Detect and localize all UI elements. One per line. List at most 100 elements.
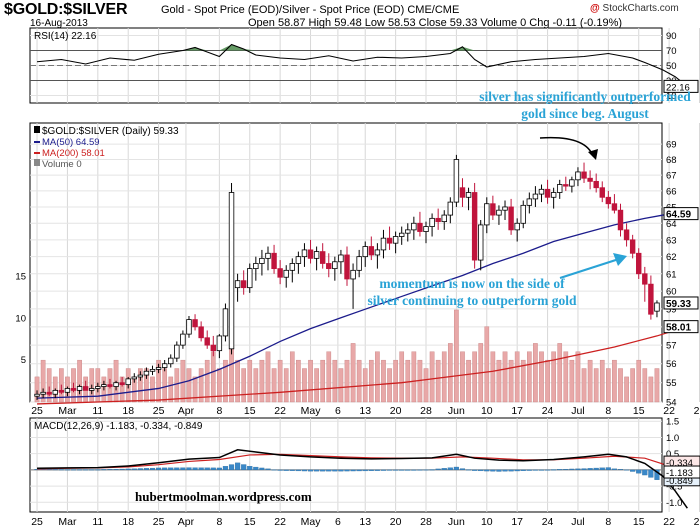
candle-body [532,193,539,200]
candle-body [599,187,605,198]
volume-bar [447,343,453,403]
price-tick-label: 56 [666,359,677,370]
macd-histogram-bar [593,467,599,471]
macd-histogram-bar [508,469,514,472]
candle-body [143,370,150,376]
rsi-value-box [663,79,699,93]
volume-bar [296,359,301,403]
volume-bar [314,368,319,403]
macd-histogram-bar [338,469,344,472]
macd-histogram-bar [654,469,660,480]
volume-bar [636,359,642,403]
rsi-tick-label: 10 [666,91,677,102]
candle-body [356,256,362,271]
macd-histogram-bar [119,468,125,471]
candle-body [174,344,180,359]
candle-body [161,363,168,368]
candle-body [210,344,217,352]
macd-legend: MACD(12,26,9) -1.183, -0.334, -0.849 [34,421,203,432]
volume-bar [642,368,648,403]
candle-body [95,386,101,389]
volume-bar [612,359,617,403]
candle-body [58,389,65,393]
candle-body [301,249,308,258]
price-tick-label: 55 [666,378,677,389]
rsi-value-label: 22.16 [666,82,690,93]
candle-body [642,273,648,285]
candle-body [557,184,563,193]
x-tick-label: 8 [216,405,222,417]
price-value-label: 58.01 [666,323,691,334]
candle-body [313,251,320,259]
macd-histogram-bar [538,469,545,471]
macd-histogram-bar [374,469,380,471]
volume-bar [599,359,605,403]
x-tick-label: Apr [178,405,195,417]
candle-body [429,217,435,227]
volume-bar [302,368,307,403]
price-tick-label: 63 [666,235,677,246]
macd-histogram-bar [557,469,563,471]
candle-body [228,192,235,350]
macd-value-box [663,465,700,479]
macd-histogram-bar [429,469,435,471]
volume-bar [320,359,326,403]
rsi-tick-label: 70 [666,46,677,57]
volume-bar [490,351,496,403]
x-tick-label: 29 [694,405,700,417]
price-tick-label: 61 [666,269,677,280]
x-tick-label-bottom: 22 [274,516,286,528]
candle-body [52,389,58,395]
volume-bar [557,343,563,403]
volume-bar [235,359,240,403]
price-tick-label: 67 [666,171,677,182]
candle-body [386,237,393,244]
x-tick-label: 22 [663,405,675,417]
macd-histogram-bar [502,469,508,472]
macd-histogram-bar [180,467,186,471]
candle-body [636,252,642,275]
candle-body [192,319,198,328]
volume-bar [271,368,277,403]
candle-body [611,203,618,211]
macd-tick-label: 1.5 [666,417,679,428]
volume-bar [156,359,161,403]
macd-histogram-bar [204,467,210,471]
volume-bar [387,368,392,403]
price-tick-label: 66 [666,186,677,197]
candle-body [247,268,253,289]
candle-body [417,222,423,232]
volume-bar [569,359,575,403]
macd-histogram-bar [58,469,64,471]
macd-histogram-bar [265,468,271,471]
candle-body [277,268,283,278]
macd-histogram-bar [575,468,581,471]
candle-body [538,188,545,195]
volume-bar [168,376,174,403]
macd-histogram-bar [253,466,259,471]
ohlc-summary: Open 58.87 High 59.48 Low 58.53 Close 59… [248,17,623,29]
volume-bar [654,368,660,403]
x-tick-label-bottom: 25 [31,516,43,528]
candle-body [459,187,466,198]
volume-bar [138,368,143,403]
volume-bar [241,368,247,403]
annotation-gold-outperformed: silver has significantly outperformed go… [479,89,691,121]
x-tick-label-bottom: 22 [663,516,675,528]
x-tick-label: Jul [571,405,584,417]
macd-histogram-bar [465,469,472,471]
volume-bar [162,368,167,403]
price-value-label: 64.59 [666,210,691,221]
macd-line [37,448,688,509]
macd-histogram-bar [295,469,301,472]
ma50-line [37,212,688,399]
volume-bar [484,326,490,403]
candle-body [563,184,569,187]
volume-bar [581,368,587,403]
macd-histogram-bar [544,469,551,471]
macd-histogram-bar [399,469,405,471]
x-tick-label: 8 [605,405,611,417]
volume-bar [429,351,435,403]
x-tick-label: 22 [274,405,286,417]
macd-histogram-bar [259,467,265,471]
